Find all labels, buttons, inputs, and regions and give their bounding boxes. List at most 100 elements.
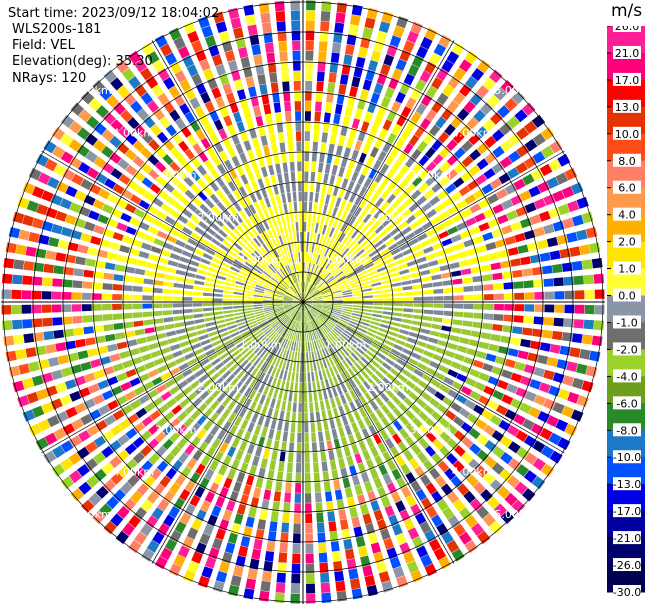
ppi-gate	[423, 350, 434, 358]
ppi-gate	[165, 398, 177, 409]
ppi-gate	[418, 182, 429, 193]
ppi-gate	[432, 438, 444, 450]
ppi-gate	[184, 88, 196, 101]
ppi-gate	[129, 217, 141, 227]
ppi-gate	[243, 290, 254, 294]
ppi-gate	[190, 183, 201, 195]
ppi-gate	[122, 294, 132, 301]
ppi-gate	[177, 182, 188, 193]
ppi-gate	[69, 202, 82, 214]
ppi-gate	[510, 337, 521, 346]
ppi-gate	[109, 152, 122, 164]
ppi-gate	[251, 180, 259, 192]
ppi-gate	[263, 307, 274, 310]
ppi-gate	[303, 302, 310, 310]
ppi-gate	[312, 264, 317, 274]
ppi-gate	[322, 304, 333, 307]
ppi-gate	[314, 350, 318, 361]
ppi-gate	[253, 302, 263, 305]
ppi-gate	[281, 281, 289, 289]
ppi-gate	[413, 368, 424, 378]
ppi-gate	[328, 377, 335, 388]
ppi-gate	[164, 323, 175, 330]
ppi-gate	[238, 344, 248, 352]
ppi-gate	[179, 489, 191, 501]
ppi-gate	[390, 146, 400, 158]
ppi-gate	[303, 294, 310, 302]
ppi-gate	[204, 101, 215, 113]
ppi-gate	[277, 286, 286, 292]
ppi-gate	[491, 462, 505, 475]
ppi-gate	[443, 295, 454, 301]
ppi-gate	[382, 217, 392, 227]
ppi-gate	[142, 213, 154, 223]
ppi-gate	[140, 92, 153, 105]
ppi-gate	[363, 242, 373, 251]
ppi-gate	[360, 318, 371, 323]
ppi-gate	[303, 211, 307, 222]
ppi-gate	[234, 416, 243, 427]
ppi-gate	[332, 186, 339, 197]
ppi-gate	[374, 224, 385, 234]
ppi-gate	[260, 361, 268, 371]
ppi-gate	[350, 338, 360, 346]
start-time-label: Start time: 2023/09/12 18:04:02	[8, 6, 220, 21]
ppi-gate	[234, 337, 244, 345]
ppi-gate	[340, 394, 347, 405]
ppi-gate	[457, 483, 470, 496]
ppi-gate	[517, 244, 529, 254]
ppi-gate	[157, 257, 169, 265]
ppi-gate	[214, 217, 224, 227]
ppi-gate	[420, 94, 433, 107]
ppi-gate	[296, 151, 302, 162]
ppi-gate	[533, 226, 545, 237]
ppi-gate	[143, 475, 156, 488]
ppi-gate	[184, 503, 196, 516]
ppi-gate	[561, 332, 573, 342]
ppi-gate	[153, 280, 164, 286]
ppi-gate	[413, 297, 424, 301]
ppi-gate	[280, 314, 288, 322]
ppi-gate	[410, 189, 422, 200]
ppi-gate	[308, 285, 315, 294]
ppi-gate	[522, 268, 533, 277]
ppi-gate	[451, 42, 465, 56]
ppi-gate	[342, 306, 353, 310]
ppi-gate	[294, 284, 299, 293]
ppi-gate	[227, 346, 238, 355]
ppi-gate	[283, 304, 294, 307]
ppi-gate	[122, 303, 132, 310]
ppi-gate	[354, 431, 363, 442]
colorbar-tick-label: -10.0	[613, 451, 641, 464]
ppi-gate	[68, 139, 82, 152]
ppi-gate	[214, 362, 225, 371]
ppi-gate	[295, 331, 298, 342]
ppi-gate	[179, 79, 192, 92]
ppi-gate	[23, 260, 35, 271]
ppi-gate	[31, 217, 44, 229]
ppi-gate	[468, 133, 481, 146]
ppi-gate	[142, 295, 153, 301]
ppi-gate	[517, 350, 529, 360]
ppi-gate	[127, 474, 140, 487]
ppi-gate	[482, 274, 493, 282]
ppi-gate	[51, 463, 65, 477]
ppi-gate	[399, 542, 411, 555]
ppi-gate	[191, 551, 203, 564]
ppi-gate	[348, 434, 356, 445]
ppi-gate	[243, 232, 252, 242]
ppi-gate	[516, 144, 530, 158]
ppi-gate	[215, 279, 225, 285]
ppi-gate	[201, 566, 214, 579]
ppi-gate	[291, 563, 301, 574]
ppi-gate	[381, 580, 394, 593]
ppi-gate	[320, 451, 327, 462]
ppi-gate	[423, 246, 434, 254]
ppi-gate	[128, 50, 142, 64]
ppi-gate	[305, 311, 308, 322]
ppi-gate	[189, 97, 201, 110]
ppi-gate	[482, 322, 493, 330]
ppi-gate	[229, 490, 239, 502]
ppi-gate	[362, 27, 373, 39]
ppi-gate	[594, 305, 605, 315]
